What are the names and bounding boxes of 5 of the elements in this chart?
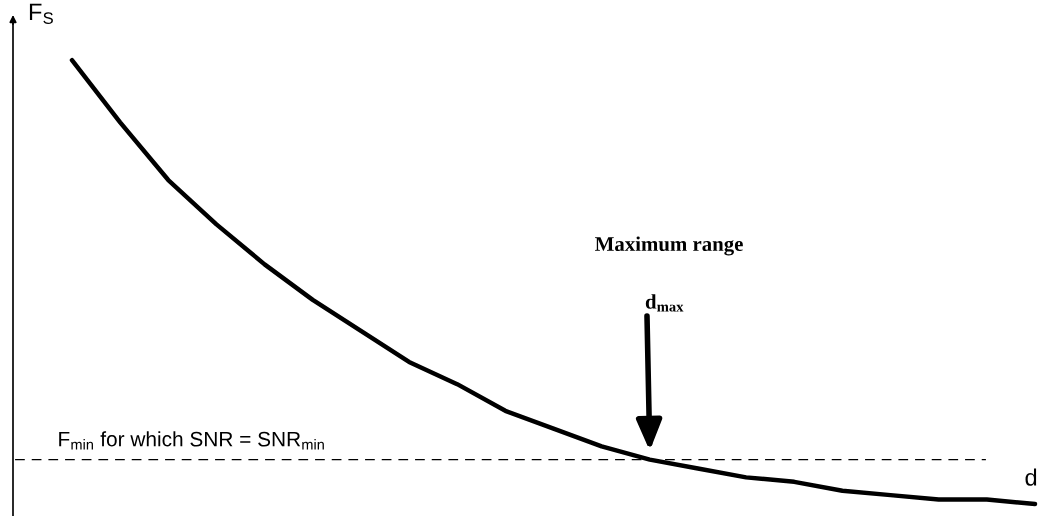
annotation: Maximum range	[595, 236, 743, 256]
x-axis-title: d	[1025, 468, 1037, 486]
annotation: d$_{max}$	[645, 294, 684, 312]
y-axis-title: F$_{S}$	[29, 3, 53, 24]
ref-line-label: F$_{min}$ for which SNR = SNR$_{min}$	[59, 431, 324, 450]
